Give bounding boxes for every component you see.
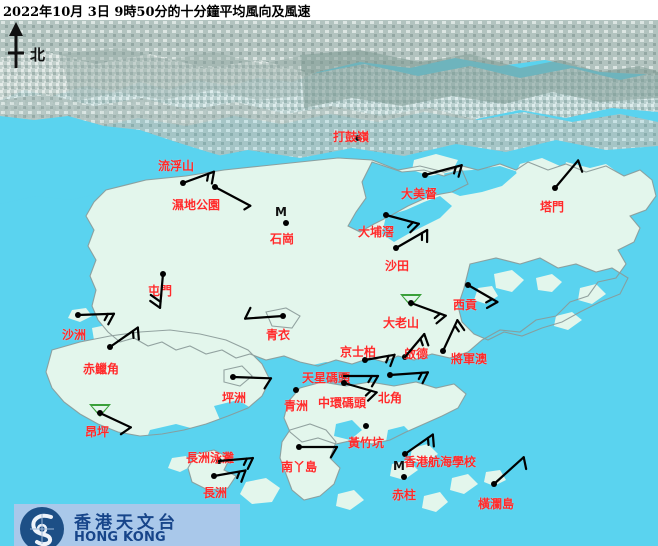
station-label: 長洲泳灘 — [186, 451, 235, 465]
station-label: 將軍澳 — [451, 352, 488, 366]
station-dot-icon — [355, 135, 361, 141]
station-m-flag: M — [275, 205, 287, 219]
station-dot-icon — [293, 387, 299, 393]
station-label: 打鼓嶺 — [333, 130, 370, 144]
station-label: 大老山 — [383, 316, 420, 330]
station-dot-icon — [552, 185, 558, 191]
observatory-swirl-icon — [20, 507, 64, 546]
station-dot-icon — [160, 271, 166, 277]
station-label: 青洲 — [284, 399, 309, 413]
station-label: 濕地公園 — [172, 198, 221, 212]
station-dot-icon — [230, 374, 236, 380]
station-label: 赤鱲角 — [83, 362, 120, 376]
station-label: 塔門 — [540, 200, 565, 214]
station-label: 天星碼頭 — [302, 371, 351, 385]
hko-logo: 香港天文台 HONG KONG OBSERVATORY — [14, 504, 240, 546]
station-label: 香港航海學校 — [404, 455, 477, 469]
north-label: 北 — [30, 46, 46, 64]
station-dot-icon — [212, 184, 218, 190]
station-dot-icon — [383, 212, 389, 218]
station-label: 大埔滘 — [358, 225, 395, 239]
station-dot-icon — [283, 220, 289, 226]
hong-kong-wind-map: 北 打鼓嶺流浮山濕地公園 M 石崗 大埔滘 大美督塔門沙田西貢大老山將軍澳 屯門青衣 沙洲赤… — [0, 20, 658, 546]
station-label: 啟德 — [404, 347, 429, 361]
station-label: 石崗 — [270, 232, 295, 246]
page-title: 2022年10月 3日 9時50分的十分鐘平均風向及風速 — [3, 5, 311, 20]
logo-name-en: HONG KONG OBSERVATORY — [74, 530, 182, 546]
station-dot-icon — [211, 473, 217, 479]
station-dot-icon — [280, 313, 286, 319]
station-label: 中環碼頭 — [318, 396, 367, 410]
station-label: 京士柏 — [340, 345, 377, 359]
station-label: 屯門 — [148, 284, 173, 298]
station-label: 沙洲 — [62, 328, 87, 342]
station-label: 橫瀾島 — [478, 497, 515, 511]
station-dot-icon — [465, 282, 471, 288]
station-dot-icon — [440, 348, 446, 354]
station-label: 流浮山 — [158, 159, 195, 173]
station-label: 坪洲 — [222, 391, 247, 405]
station-label: 南丫島 — [281, 460, 318, 474]
north-arrow-icon — [8, 22, 24, 68]
station-dot-icon — [107, 344, 113, 350]
station-dot-icon — [75, 312, 81, 318]
station-dot-icon — [422, 172, 428, 178]
station-label: 沙田 — [385, 259, 410, 273]
station-label: 赤柱 — [392, 488, 417, 502]
station-dot-icon — [341, 380, 347, 386]
station-m-flag: M — [393, 459, 405, 473]
station-label: 長洲 — [203, 486, 228, 500]
station-label: 大美督 — [401, 187, 438, 201]
station-dot-icon — [180, 180, 186, 186]
station-label: 昂坪 — [85, 425, 110, 439]
station-dot-icon — [491, 481, 497, 487]
map-basemap — [0, 20, 658, 546]
logo-name-cn: 香港天文台 — [74, 513, 179, 533]
station-dot-icon — [408, 300, 414, 306]
station-dot-icon — [401, 474, 407, 480]
station-label: 黃竹坑 — [348, 436, 385, 450]
title-bar: 2022年10月 3日 9時50分的十分鐘平均風向及風速 — [0, 0, 658, 20]
station-dot-icon — [363, 423, 369, 429]
station-dot-icon — [296, 444, 302, 450]
station-label: 青衣 — [266, 328, 291, 342]
station-label: 北角 — [378, 391, 403, 405]
station-dot-icon — [393, 245, 399, 251]
station-label: 西貢 — [453, 298, 478, 312]
station-dot-icon — [387, 372, 393, 378]
station-dot-icon — [97, 410, 103, 416]
